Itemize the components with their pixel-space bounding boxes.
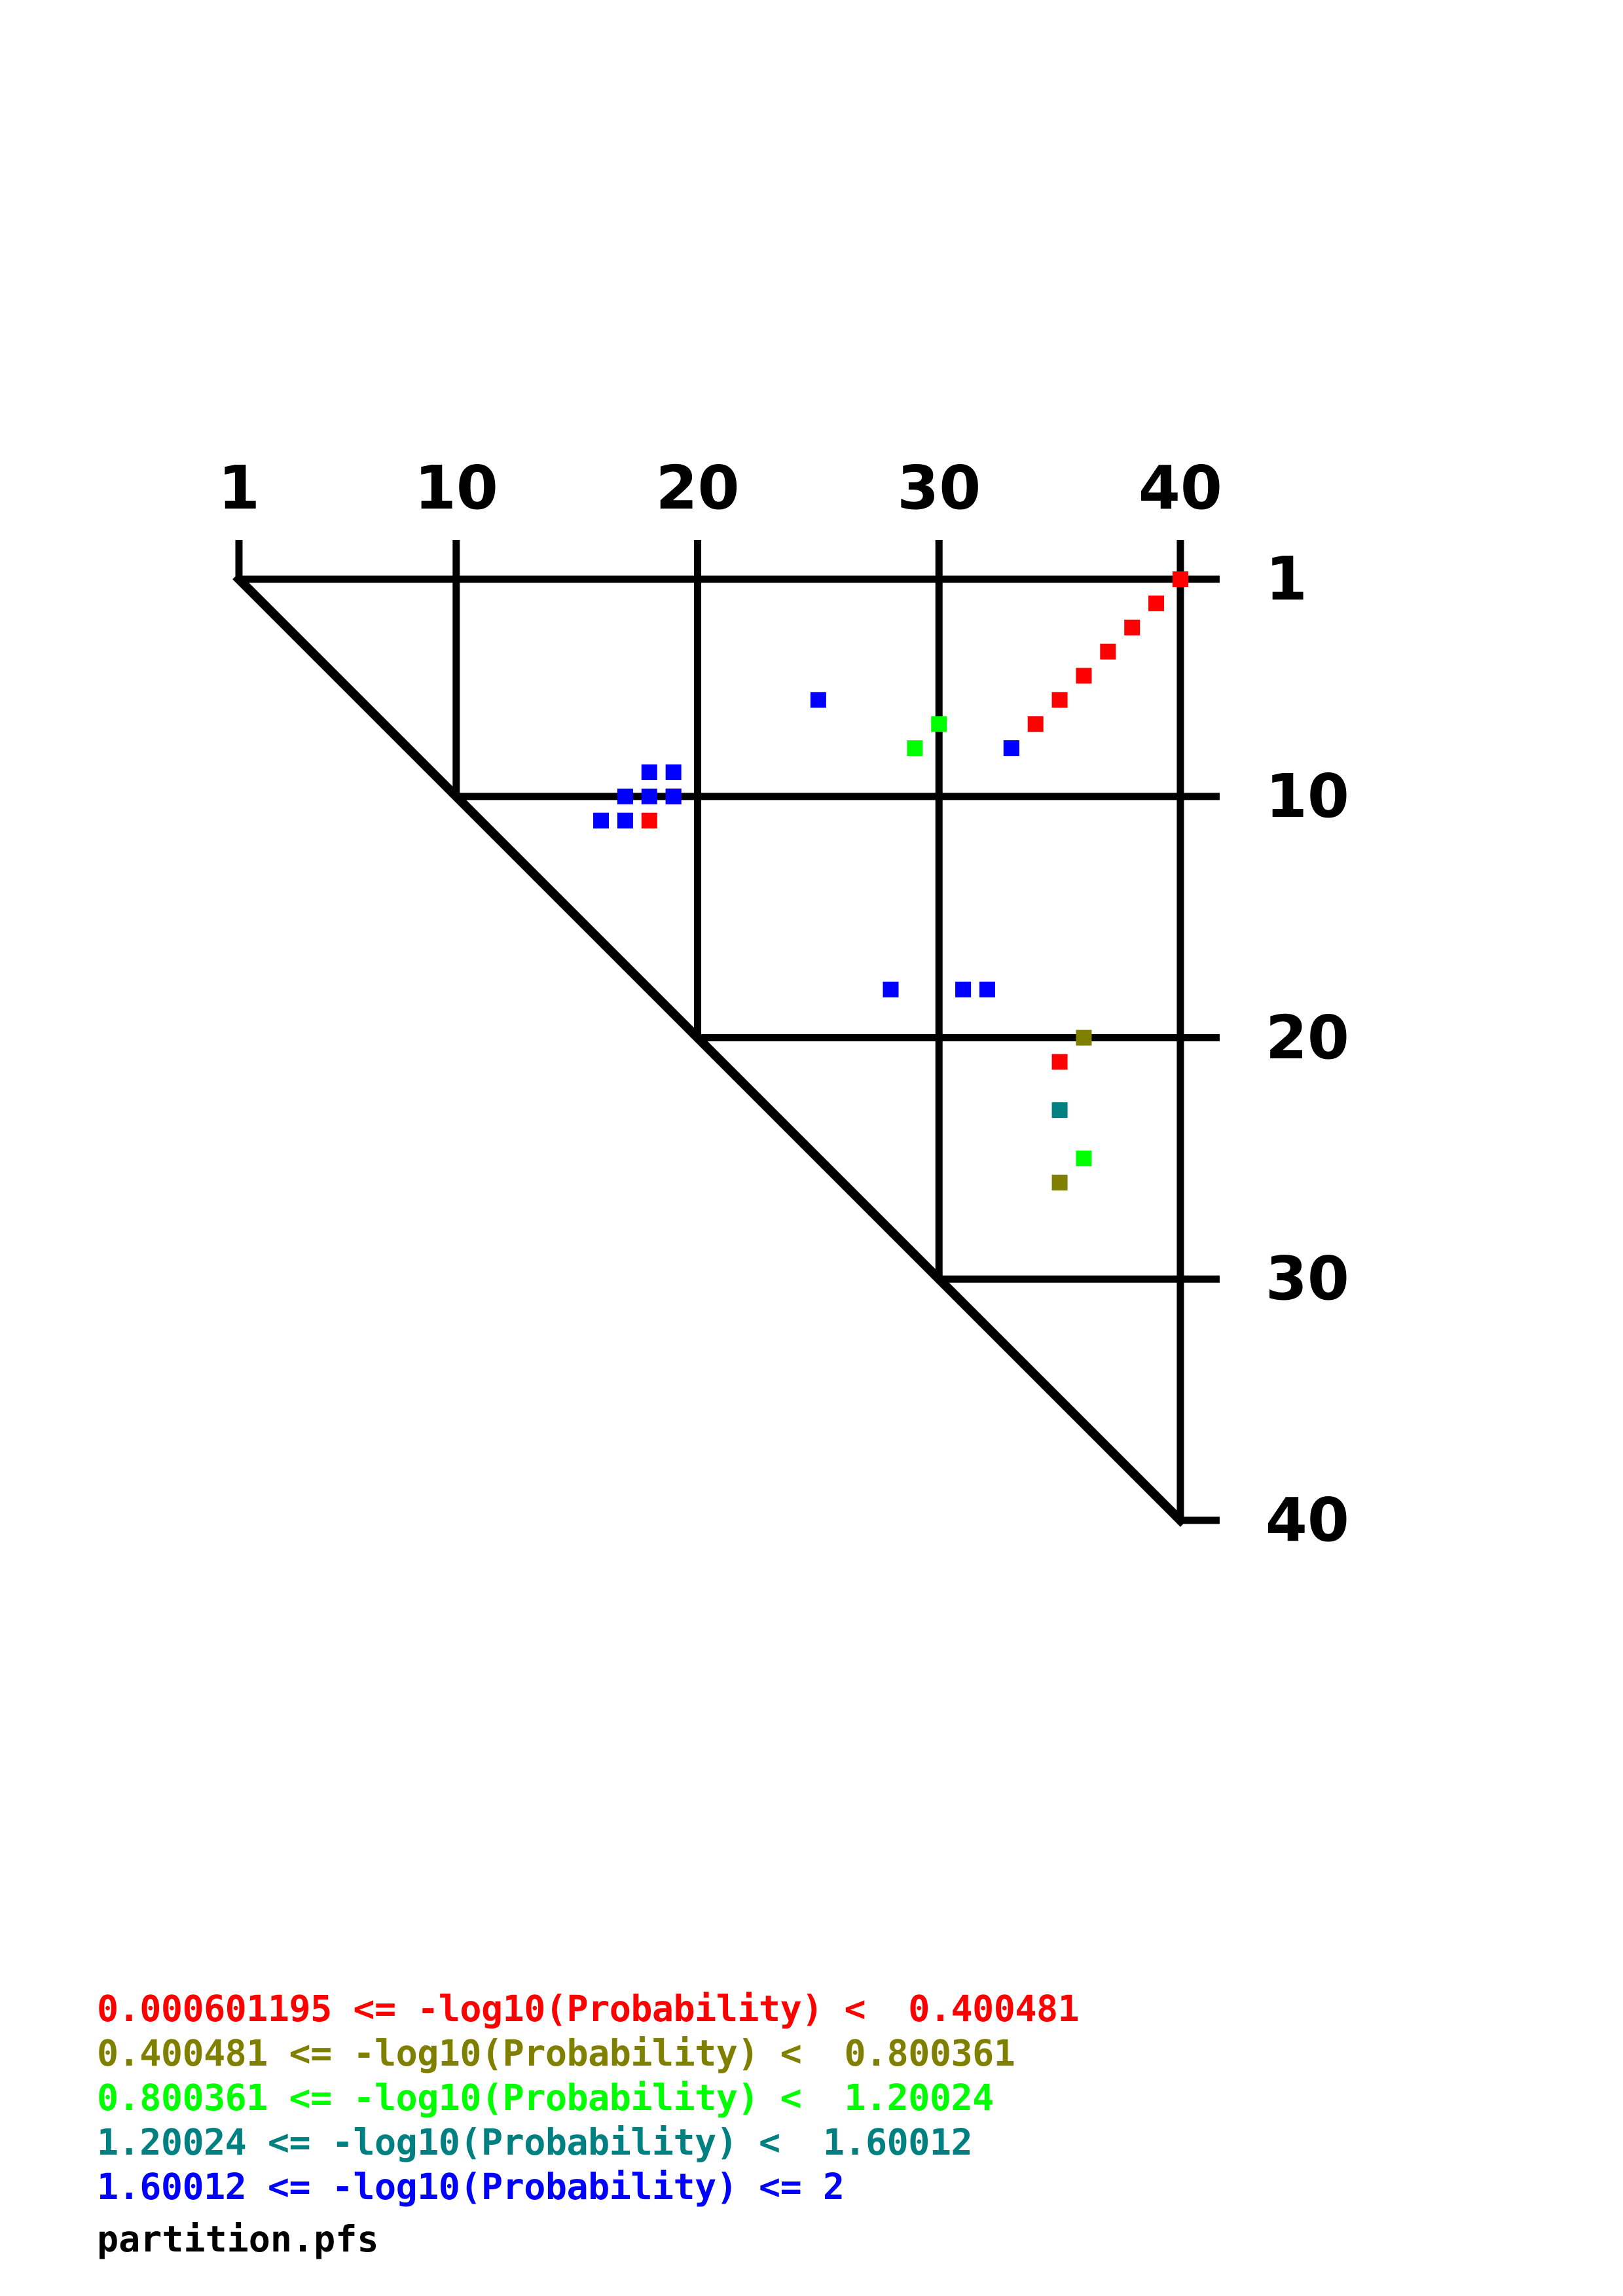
data-point xyxy=(883,981,899,997)
diagonal-boundary-line xyxy=(232,573,1187,1527)
data-point xyxy=(1051,1102,1068,1119)
top-tick-label-20: 20 xyxy=(655,453,740,523)
legend-entry-bin3: 0.800361 <= -log10(Probability) < 1.2002… xyxy=(97,2077,994,2119)
series-3 xyxy=(907,716,1092,1166)
data-point xyxy=(617,812,633,829)
data-point xyxy=(641,764,657,780)
data-point xyxy=(1051,1174,1068,1191)
data-point xyxy=(931,716,947,732)
data-point xyxy=(1124,619,1140,636)
data-point xyxy=(1027,716,1044,732)
right-tick-label-40: 40 xyxy=(1265,1484,1349,1555)
series-5 xyxy=(593,692,1019,997)
data-point xyxy=(979,981,995,997)
data-point xyxy=(1076,668,1092,684)
data-point xyxy=(593,812,610,829)
data-point xyxy=(641,788,657,804)
right-tick-label-20: 20 xyxy=(1265,1002,1349,1073)
series-4 xyxy=(1051,1102,1068,1119)
data-point xyxy=(1051,692,1068,708)
top-tick-label-10: 10 xyxy=(414,453,498,523)
top-tick-label-30: 30 xyxy=(897,453,981,523)
data-point xyxy=(665,788,682,804)
right-tick-label-30: 30 xyxy=(1265,1244,1349,1314)
legend-entry-bin4: 1.20024 <= -log10(Probability) < 1.60012 xyxy=(97,2121,973,2163)
legend-entry-bin2: 0.400481 <= -log10(Probability) < 0.8003… xyxy=(97,2032,1015,2074)
data-point xyxy=(1100,643,1116,660)
source-file-label: partition.pfs xyxy=(97,2218,379,2260)
data-point xyxy=(1003,740,1019,757)
probability-legend: 0.000601195 <= -log10(Probability) < 0.4… xyxy=(97,1986,1537,2261)
series-2 xyxy=(1003,740,1092,1191)
legend-entry-bin1: 0.000601195 <= -log10(Probability) < 0.4… xyxy=(97,1988,1080,2030)
data-point xyxy=(641,812,657,829)
data-point xyxy=(617,788,633,804)
right-tick-label-1: 1 xyxy=(1265,544,1307,614)
data-point xyxy=(955,981,972,997)
data-point xyxy=(1148,595,1165,611)
data-point xyxy=(1076,1150,1092,1166)
data-point xyxy=(810,692,826,708)
data-point xyxy=(1076,1030,1092,1046)
legend-entry-bin5: 1.60012 <= -log10(Probability) <= 2 xyxy=(97,2166,845,2208)
dot-plot-svg xyxy=(232,540,1220,1527)
data-point xyxy=(1172,571,1188,587)
right-tick-label-10: 10 xyxy=(1265,761,1349,831)
data-point xyxy=(907,740,923,757)
dot-plot-panel: 1 10 20 30 40 1 10 20 30 40 xyxy=(217,453,1349,1555)
series-1 xyxy=(641,571,1188,1070)
top-tick-label-40: 40 xyxy=(1138,453,1222,523)
top-tick-label-1: 1 xyxy=(217,453,261,523)
data-point xyxy=(1051,1054,1068,1070)
data-point xyxy=(665,764,682,780)
